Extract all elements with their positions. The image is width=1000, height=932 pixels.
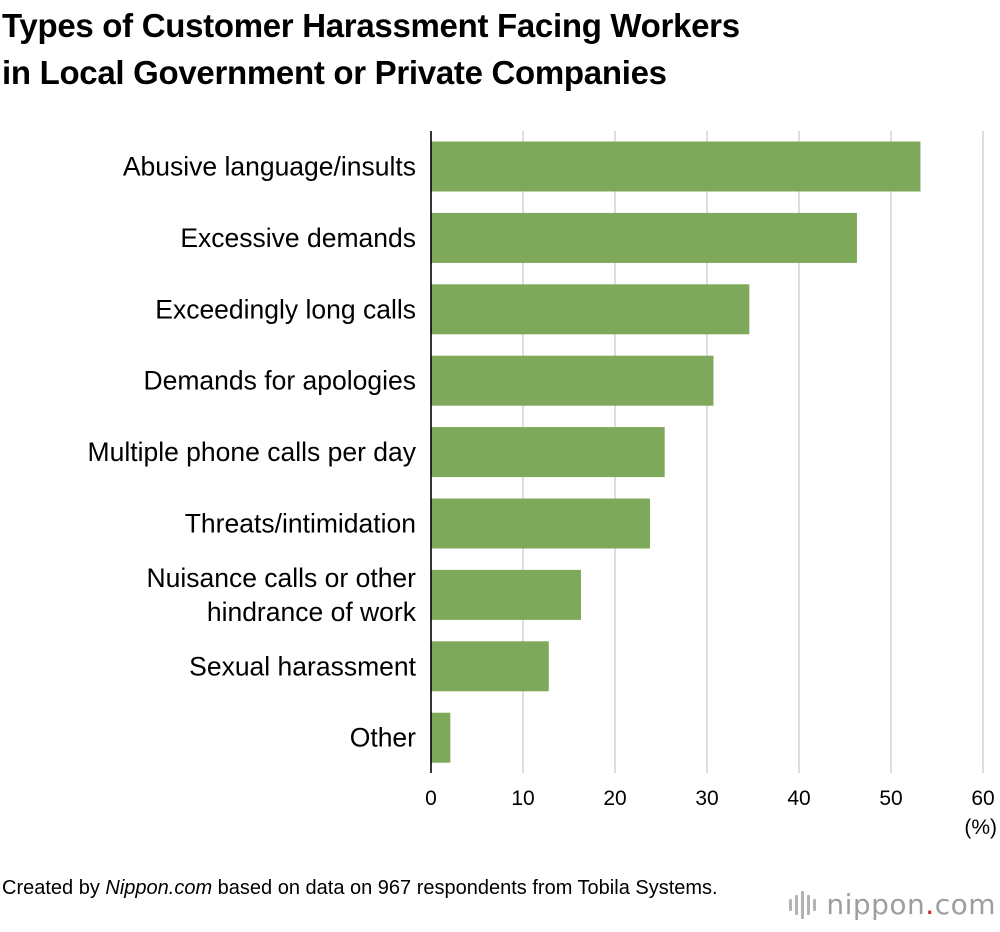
category-label: Other	[350, 723, 416, 753]
category-label: Abusive language/insults	[123, 152, 416, 182]
waveform-icon	[789, 890, 817, 919]
bar	[431, 498, 650, 549]
x-tick-label: 30	[695, 787, 718, 810]
category-label: Nuisance calls or other hindrance of work	[146, 563, 416, 627]
category-label: Excessive demands	[180, 223, 416, 253]
logo-text: nippon.com	[826, 888, 996, 921]
x-tick-label: 50	[879, 787, 902, 810]
source-site: Nippon.com	[105, 877, 213, 899]
category-labels: Abusive language/insults Excessive demand…	[88, 152, 417, 753]
x-tick-label: 20	[603, 787, 626, 810]
chart-title: Types of Customer Harassment Facing Work…	[2, 7, 740, 91]
source-prefix: Created by	[2, 877, 106, 899]
bar	[431, 569, 581, 620]
x-unit-label: (%)	[964, 816, 997, 839]
x-tick-label: 60	[971, 787, 994, 810]
bar	[431, 141, 921, 192]
bar-chart: Abusive language/insults Excessive demand…	[88, 131, 997, 839]
bars	[431, 141, 921, 763]
category-label: Exceedingly long calls	[155, 294, 416, 324]
x-tick-label: 40	[787, 787, 810, 810]
nippon-logo: nippon.com	[789, 888, 996, 921]
source-note: Created by Nippon.com based on data on 9…	[2, 874, 742, 902]
x-tick-labels: 0 10 20 30 40 50 60 (%)	[425, 787, 997, 839]
x-tick-label: 0	[425, 787, 437, 810]
bar	[431, 712, 451, 763]
bar	[431, 212, 857, 263]
category-label: Sexual harassment	[189, 651, 416, 681]
x-tick-label: 10	[511, 787, 534, 810]
source-suffix: based on data on 967 respondents from To…	[212, 877, 718, 899]
bar	[431, 641, 549, 692]
category-label: Demands for apologies	[143, 366, 416, 396]
category-label: Threats/intimidation	[185, 509, 416, 539]
bar	[431, 355, 714, 406]
bar	[431, 427, 665, 478]
bar	[431, 284, 750, 335]
category-label: Multiple phone calls per day	[88, 437, 417, 467]
